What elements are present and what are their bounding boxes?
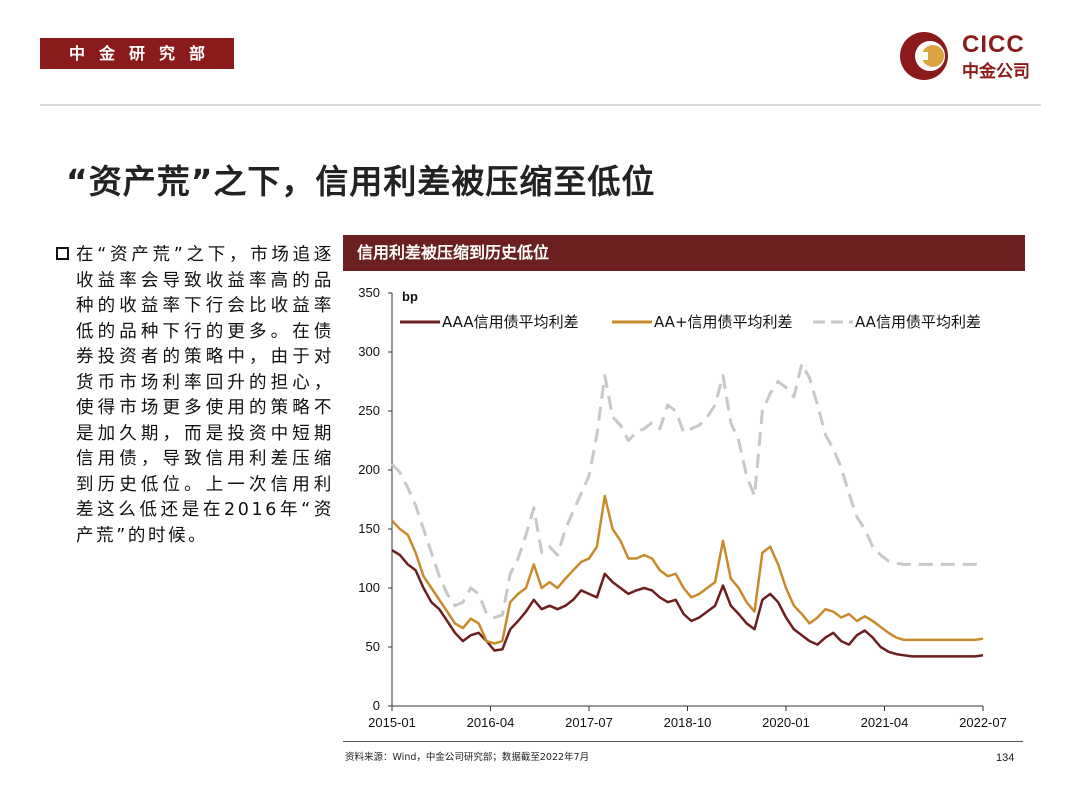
legend-aa-plus-label: AA+信用债平均利差: [654, 313, 793, 331]
y-axis-unit-label: bp: [402, 289, 418, 304]
x-tick-label: 2020-01: [762, 715, 810, 730]
logo-text-zh: 中金公司: [962, 62, 1030, 82]
y-tick-label: 300: [358, 344, 380, 359]
x-tick-label: 2015-01: [368, 715, 416, 730]
page-title: “资产荒”之下，信用利差被压缩至低位: [66, 162, 656, 201]
header-divider: [40, 104, 1041, 106]
y-tick-label: 150: [358, 521, 380, 536]
aa-series-line: [390, 362, 983, 619]
x-tick-label: 2018-10: [664, 715, 712, 730]
x-tick-label: 2017-07: [565, 715, 613, 730]
cicc-logo: [900, 32, 948, 80]
bullet-text: 在“资产荒”之下，市场追逐收益率会导致收益率高的品种的收益率下行会比收益率低的品…: [76, 245, 334, 546]
aaa-series-line: [391, 549, 984, 658]
x-tick-label: 2016-04: [467, 715, 515, 730]
page-number: 134: [996, 752, 1015, 764]
x-tick-label: 2021-04: [861, 715, 909, 730]
y-tick-label: 350: [358, 285, 380, 300]
legend-aa-label: AA信用债平均利差: [855, 313, 981, 331]
y-tick-label: 100: [358, 580, 380, 595]
x-tick-label: 2022-07: [959, 715, 1007, 730]
aa-plus-series-line: [391, 494, 984, 645]
y-tick-label: 250: [358, 403, 380, 418]
y-tick-label: 50: [366, 639, 380, 654]
source-note: 资料来源：Wind，中金公司研究部；数据截至2022年7月: [345, 752, 590, 763]
legend-aaa-label: AAA信用债平均利差: [442, 313, 579, 331]
y-tick-label: 0: [373, 698, 380, 713]
bullet-point: 在“资产荒”之下，市场追逐收益率会导致收益率高的品种的收益率下行会比收益率低的品…: [56, 243, 334, 549]
footer-divider: [343, 741, 1023, 742]
y-tick-label: 200: [358, 462, 380, 477]
square-bullet-icon: [56, 247, 69, 260]
spread-line-chart: 0 50 100 150 200 250 300 350 2015-01 2016-04 2017-…: [358, 285, 1007, 730]
logo-text-en: CICC: [962, 31, 1025, 58]
department-tag: 中金研究部: [40, 38, 234, 69]
chart-title: 信用利差被压缩到历史低位: [343, 235, 1025, 271]
